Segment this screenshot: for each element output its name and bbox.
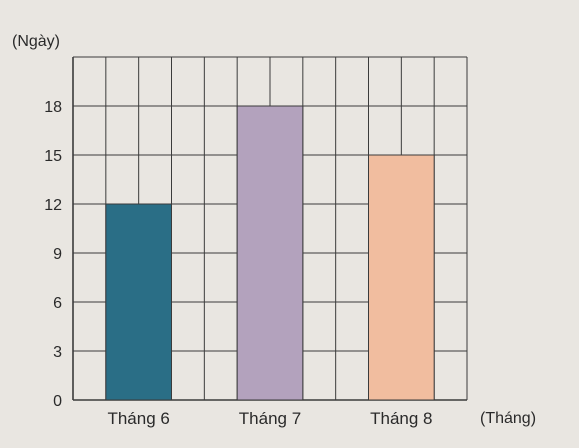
y-tick-label: 0 <box>53 393 62 410</box>
category-label-2: Tháng 7 <box>239 409 301 428</box>
y-tick-labels: 0 3 6 9 12 15 18 <box>44 99 62 410</box>
y-tick-label: 9 <box>53 246 62 263</box>
bars-group <box>105 105 435 401</box>
y-tick-label: 6 <box>53 295 62 312</box>
y-tick-label: 15 <box>44 148 62 165</box>
bar-2 <box>236 105 304 401</box>
bar-1 <box>105 203 172 401</box>
y-tick-label: 3 <box>53 344 62 361</box>
category-label-1: Tháng 6 <box>107 409 169 428</box>
category-label-3: Tháng 8 <box>370 409 432 428</box>
bar-3 <box>368 154 435 401</box>
x-category-labels: Tháng 6 Tháng 7 Tháng 8 <box>107 409 432 428</box>
y-tick-label: 12 <box>44 197 62 214</box>
y-axis-label: (Ngày) <box>12 33 60 50</box>
x-axis-label: (Tháng) <box>480 410 536 427</box>
y-tick-label: 18 <box>44 99 62 116</box>
